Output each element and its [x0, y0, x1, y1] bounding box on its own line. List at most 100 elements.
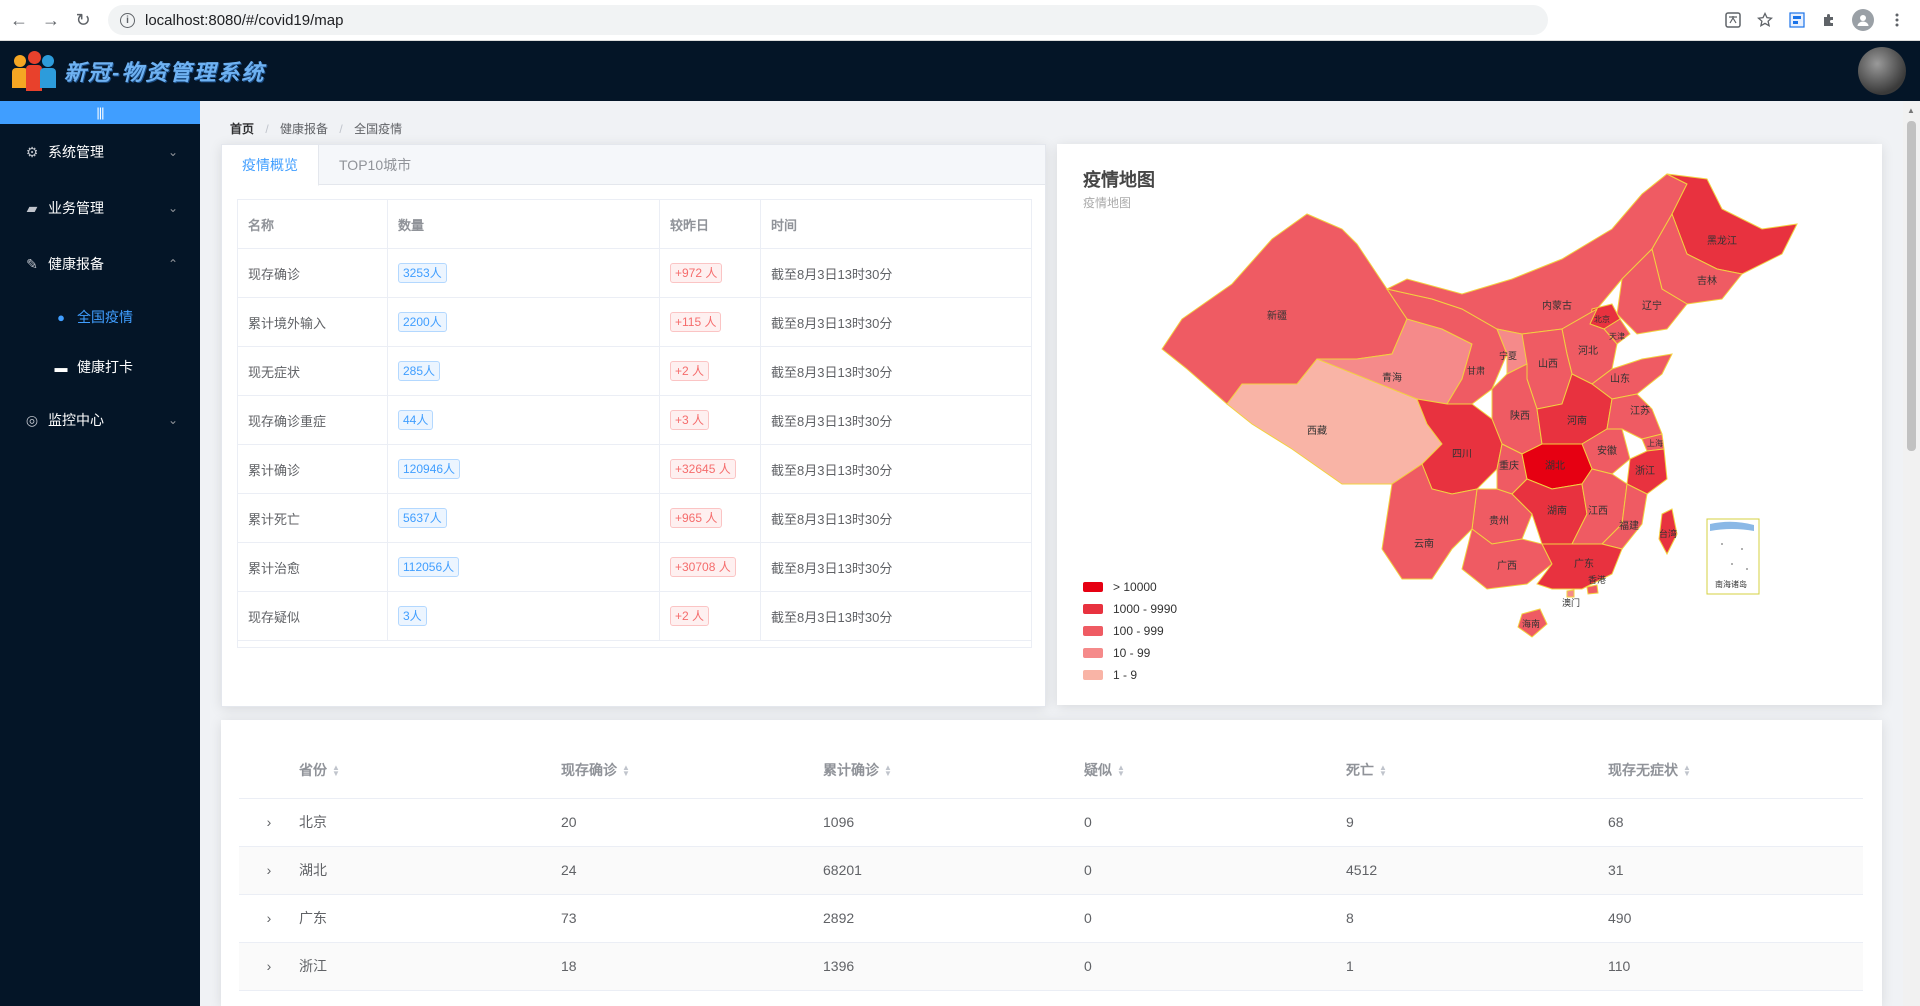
label-taiwan: 台湾	[1659, 528, 1677, 539]
legend-item[interactable]: 10 - 99	[1083, 642, 1177, 664]
row-name: 现存疑似	[237, 591, 388, 641]
label-tibet: 西藏	[1307, 425, 1327, 437]
sort-icon[interactable]: ▲ ▼	[1683, 763, 1691, 779]
delta-tag: +30708 人	[670, 557, 736, 577]
table-row[interactable]: › 湖北 24 68201 0 4512 31	[239, 846, 1863, 895]
region-liaoning[interactable]	[1616, 248, 1688, 335]
bookmark-star-icon[interactable]	[1756, 11, 1774, 29]
china-map[interactable]: 黑龙江 吉林 辽宁 内蒙古 北京 天津 河北 山西 山东 新疆 宁夏 甘肃 青海…	[1142, 169, 1822, 689]
sort-icon[interactable]: ▲ ▼	[884, 763, 892, 779]
briefcase-icon: ▰	[26, 199, 38, 216]
address-bar[interactable]: i localhost:8080/#/covid19/map	[108, 5, 1548, 35]
col-header-total-confirmed[interactable]: 累计确诊 ▲ ▼	[823, 742, 1084, 799]
scrollbar-thumb[interactable]	[1907, 121, 1916, 451]
count-tag: 3253人	[398, 263, 447, 283]
legend-swatch	[1083, 604, 1103, 614]
tab-top10-cities[interactable]: TOP10城市	[339, 157, 412, 173]
sort-icon[interactable]: ▲ ▼	[1379, 763, 1387, 779]
expand-row-icon[interactable]: ›	[239, 894, 299, 943]
info-icon[interactable]: i	[120, 12, 135, 28]
col-header-time: 时间	[760, 199, 1032, 249]
table-cell: 1396	[823, 942, 1084, 991]
count-tag: 112056人	[398, 557, 460, 577]
app-title: 新冠-物资管理系统	[64, 60, 266, 85]
table-cell: 0	[1084, 798, 1346, 847]
menu-monitor-center[interactable]: ◎ 监控中心 ⌄	[0, 392, 200, 448]
page-scrollbar[interactable]: ▲	[1903, 101, 1920, 1006]
user-avatar[interactable]	[1858, 47, 1906, 95]
puzzle-icon[interactable]	[1820, 11, 1838, 29]
overview-row: 累计死亡 5637人 +965 人 截至8月3日13时30分	[237, 493, 1032, 543]
more-menu-icon[interactable]	[1888, 11, 1906, 29]
region-heilongjiang[interactable]	[1666, 173, 1798, 275]
label-qinghai: 青海	[1382, 371, 1402, 384]
region-guangdong[interactable]	[1536, 543, 1623, 590]
table-cell: 490	[1608, 894, 1863, 943]
col-header-suspected[interactable]: 疑似 ▲ ▼	[1084, 742, 1346, 799]
col-header-deaths[interactable]: 死亡 ▲ ▼	[1346, 742, 1608, 799]
delta-tag: +2 人	[670, 606, 710, 626]
submenu-health-checkin[interactable]: ▬ 健康打卡	[0, 342, 200, 392]
label-macau: 澳门	[1562, 597, 1580, 608]
expand-row-icon[interactable]: ›	[239, 798, 299, 847]
submenu-national-epidemic[interactable]: ● 全国疫情	[0, 292, 200, 342]
extension-app-icon[interactable]	[1788, 11, 1806, 29]
legend-swatch	[1083, 648, 1103, 658]
breadcrumb-current: 全国疫情	[354, 122, 403, 136]
breadcrumb-separator: /	[265, 122, 269, 136]
menu-business-management[interactable]: ▰ 业务管理 ⌄	[0, 180, 200, 236]
count-tag: 285人	[398, 361, 441, 381]
region-hainan[interactable]	[1517, 608, 1548, 638]
table-row[interactable]: › 广东 73 2892 0 8 490	[239, 894, 1863, 943]
row-delta-cell: +965 人	[659, 493, 761, 543]
url-text[interactable]: localhost:8080/#/covid19/map	[145, 11, 344, 29]
table-cell: 24	[561, 846, 823, 895]
submenu-label: 全国疫情	[77, 309, 133, 325]
label-henan: 河南	[1567, 414, 1587, 427]
table-cell: 0	[1084, 846, 1346, 895]
table-row[interactable]: › 北京 20 1096 0 9 68	[239, 798, 1863, 847]
legend-item[interactable]: 1 - 9	[1083, 664, 1177, 686]
breadcrumb-home[interactable]: 首页	[230, 122, 255, 136]
region-taiwan[interactable]	[1658, 508, 1678, 556]
scroll-up-icon[interactable]: ▲	[1907, 106, 1915, 115]
row-time: 截至8月3日13时30分	[760, 248, 1032, 298]
label-yunnan: 云南	[1414, 537, 1434, 550]
expand-row-icon[interactable]: ›	[239, 846, 299, 895]
col-header-province[interactable]: 省份 ▲ ▼	[299, 742, 561, 799]
col-header-asymptomatic[interactable]: 现存无症状 ▲ ▼	[1608, 742, 1863, 799]
sort-icon[interactable]: ▲ ▼	[1117, 763, 1125, 779]
gear-icon: ⚙	[25, 143, 39, 160]
sort-icon[interactable]: ▲ ▼	[622, 763, 630, 779]
count-tag: 120946人	[398, 459, 461, 479]
profile-icon[interactable]	[1852, 9, 1874, 31]
menu-system-management[interactable]: ⚙ 系统管理 ⌄	[0, 124, 200, 180]
sidebar-collapse-button[interactable]: |||	[0, 101, 200, 124]
row-time: 截至8月3日13时30分	[760, 444, 1032, 494]
breadcrumb: 首页 / 健康报备 / 全国疫情	[230, 120, 402, 137]
menu-label: 系统管理	[48, 144, 104, 160]
legend-item[interactable]: > 10000	[1083, 576, 1177, 598]
tab-overview[interactable]: 疫情概览	[222, 145, 319, 186]
back-icon[interactable]: ←	[10, 9, 28, 30]
sort-icon[interactable]: ▲ ▼	[332, 763, 340, 779]
legend-item[interactable]: 100 - 999	[1083, 620, 1177, 642]
legend-item[interactable]: 1000 - 9990	[1083, 598, 1177, 620]
col-header-current-confirmed[interactable]: 现存确诊 ▲ ▼	[561, 742, 823, 799]
table-cell: 北京	[299, 798, 561, 847]
legend-swatch	[1083, 626, 1103, 636]
expand-row-icon[interactable]: ›	[239, 942, 299, 991]
translate-icon[interactable]	[1724, 11, 1742, 29]
reload-icon[interactable]: ↻	[75, 9, 91, 30]
region-hongkong[interactable]	[1586, 584, 1599, 595]
extension-toolbar	[1724, 9, 1906, 31]
forward-icon[interactable]: →	[42, 9, 60, 30]
region-macau[interactable]	[1566, 589, 1575, 598]
menu-health-report[interactable]: ✎ 健康报备 ⌃	[0, 236, 200, 292]
count-tag: 3人	[398, 606, 427, 626]
table-row[interactable]: › 浙江 18 1396 0 1 110	[239, 942, 1863, 991]
breadcrumb-separator: /	[339, 122, 343, 136]
table-cell: 1096	[823, 798, 1084, 847]
label-hubei: 湖北	[1545, 460, 1565, 472]
label-shaanxi: 陕西	[1510, 409, 1530, 422]
